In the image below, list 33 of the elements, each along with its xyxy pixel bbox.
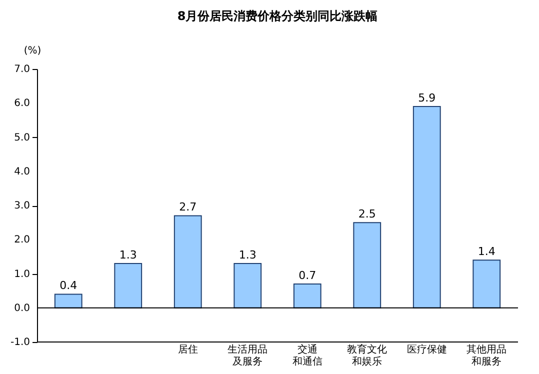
bar [472, 260, 501, 308]
x-tick-label: 生活用品及服务 [228, 344, 268, 368]
bar [54, 294, 82, 308]
y-tick-label: 3.0 [14, 200, 30, 212]
bar [174, 215, 202, 308]
x-tick-label: 居住 [178, 344, 198, 356]
y-tick-label: 7.0 [14, 64, 30, 75]
bar [412, 106, 441, 308]
data-label: 2.7 [179, 200, 197, 214]
x-tick-label: 教育文化和娱乐 [347, 344, 388, 368]
data-label: 1.3 [119, 248, 137, 262]
data-label: 2.5 [358, 208, 376, 221]
chart-title: 8月份居民消费价格分类别同比涨跌幅 [177, 9, 378, 23]
y-tick-label: 1.0 [14, 268, 30, 280]
y-tick-label: 2.0 [14, 234, 30, 246]
x-tick-label: 其他用品和服务 [466, 344, 507, 368]
bar [353, 222, 382, 308]
x-tick-label: 交通和通信 [292, 344, 322, 368]
x-tick-label: 医疗保健 [406, 344, 447, 356]
bar [114, 263, 142, 308]
y-tick-label: 4.0 [14, 166, 30, 178]
data-label: 0.4 [60, 279, 78, 292]
data-label: 1.3 [238, 248, 256, 262]
y-tick-label: 5.0 [14, 132, 30, 144]
y-tick-label: 0.0 [14, 302, 30, 314]
y-tick-label: 6.0 [14, 98, 30, 110]
bar [234, 263, 262, 308]
data-label: 1.4 [478, 245, 496, 258]
data-label: 0.7 [298, 268, 316, 282]
bar [293, 283, 322, 308]
data-label: 5.9 [418, 92, 436, 105]
y-tick-label: -1.0 [10, 337, 30, 348]
y-axis-title: (%) [24, 46, 42, 56]
